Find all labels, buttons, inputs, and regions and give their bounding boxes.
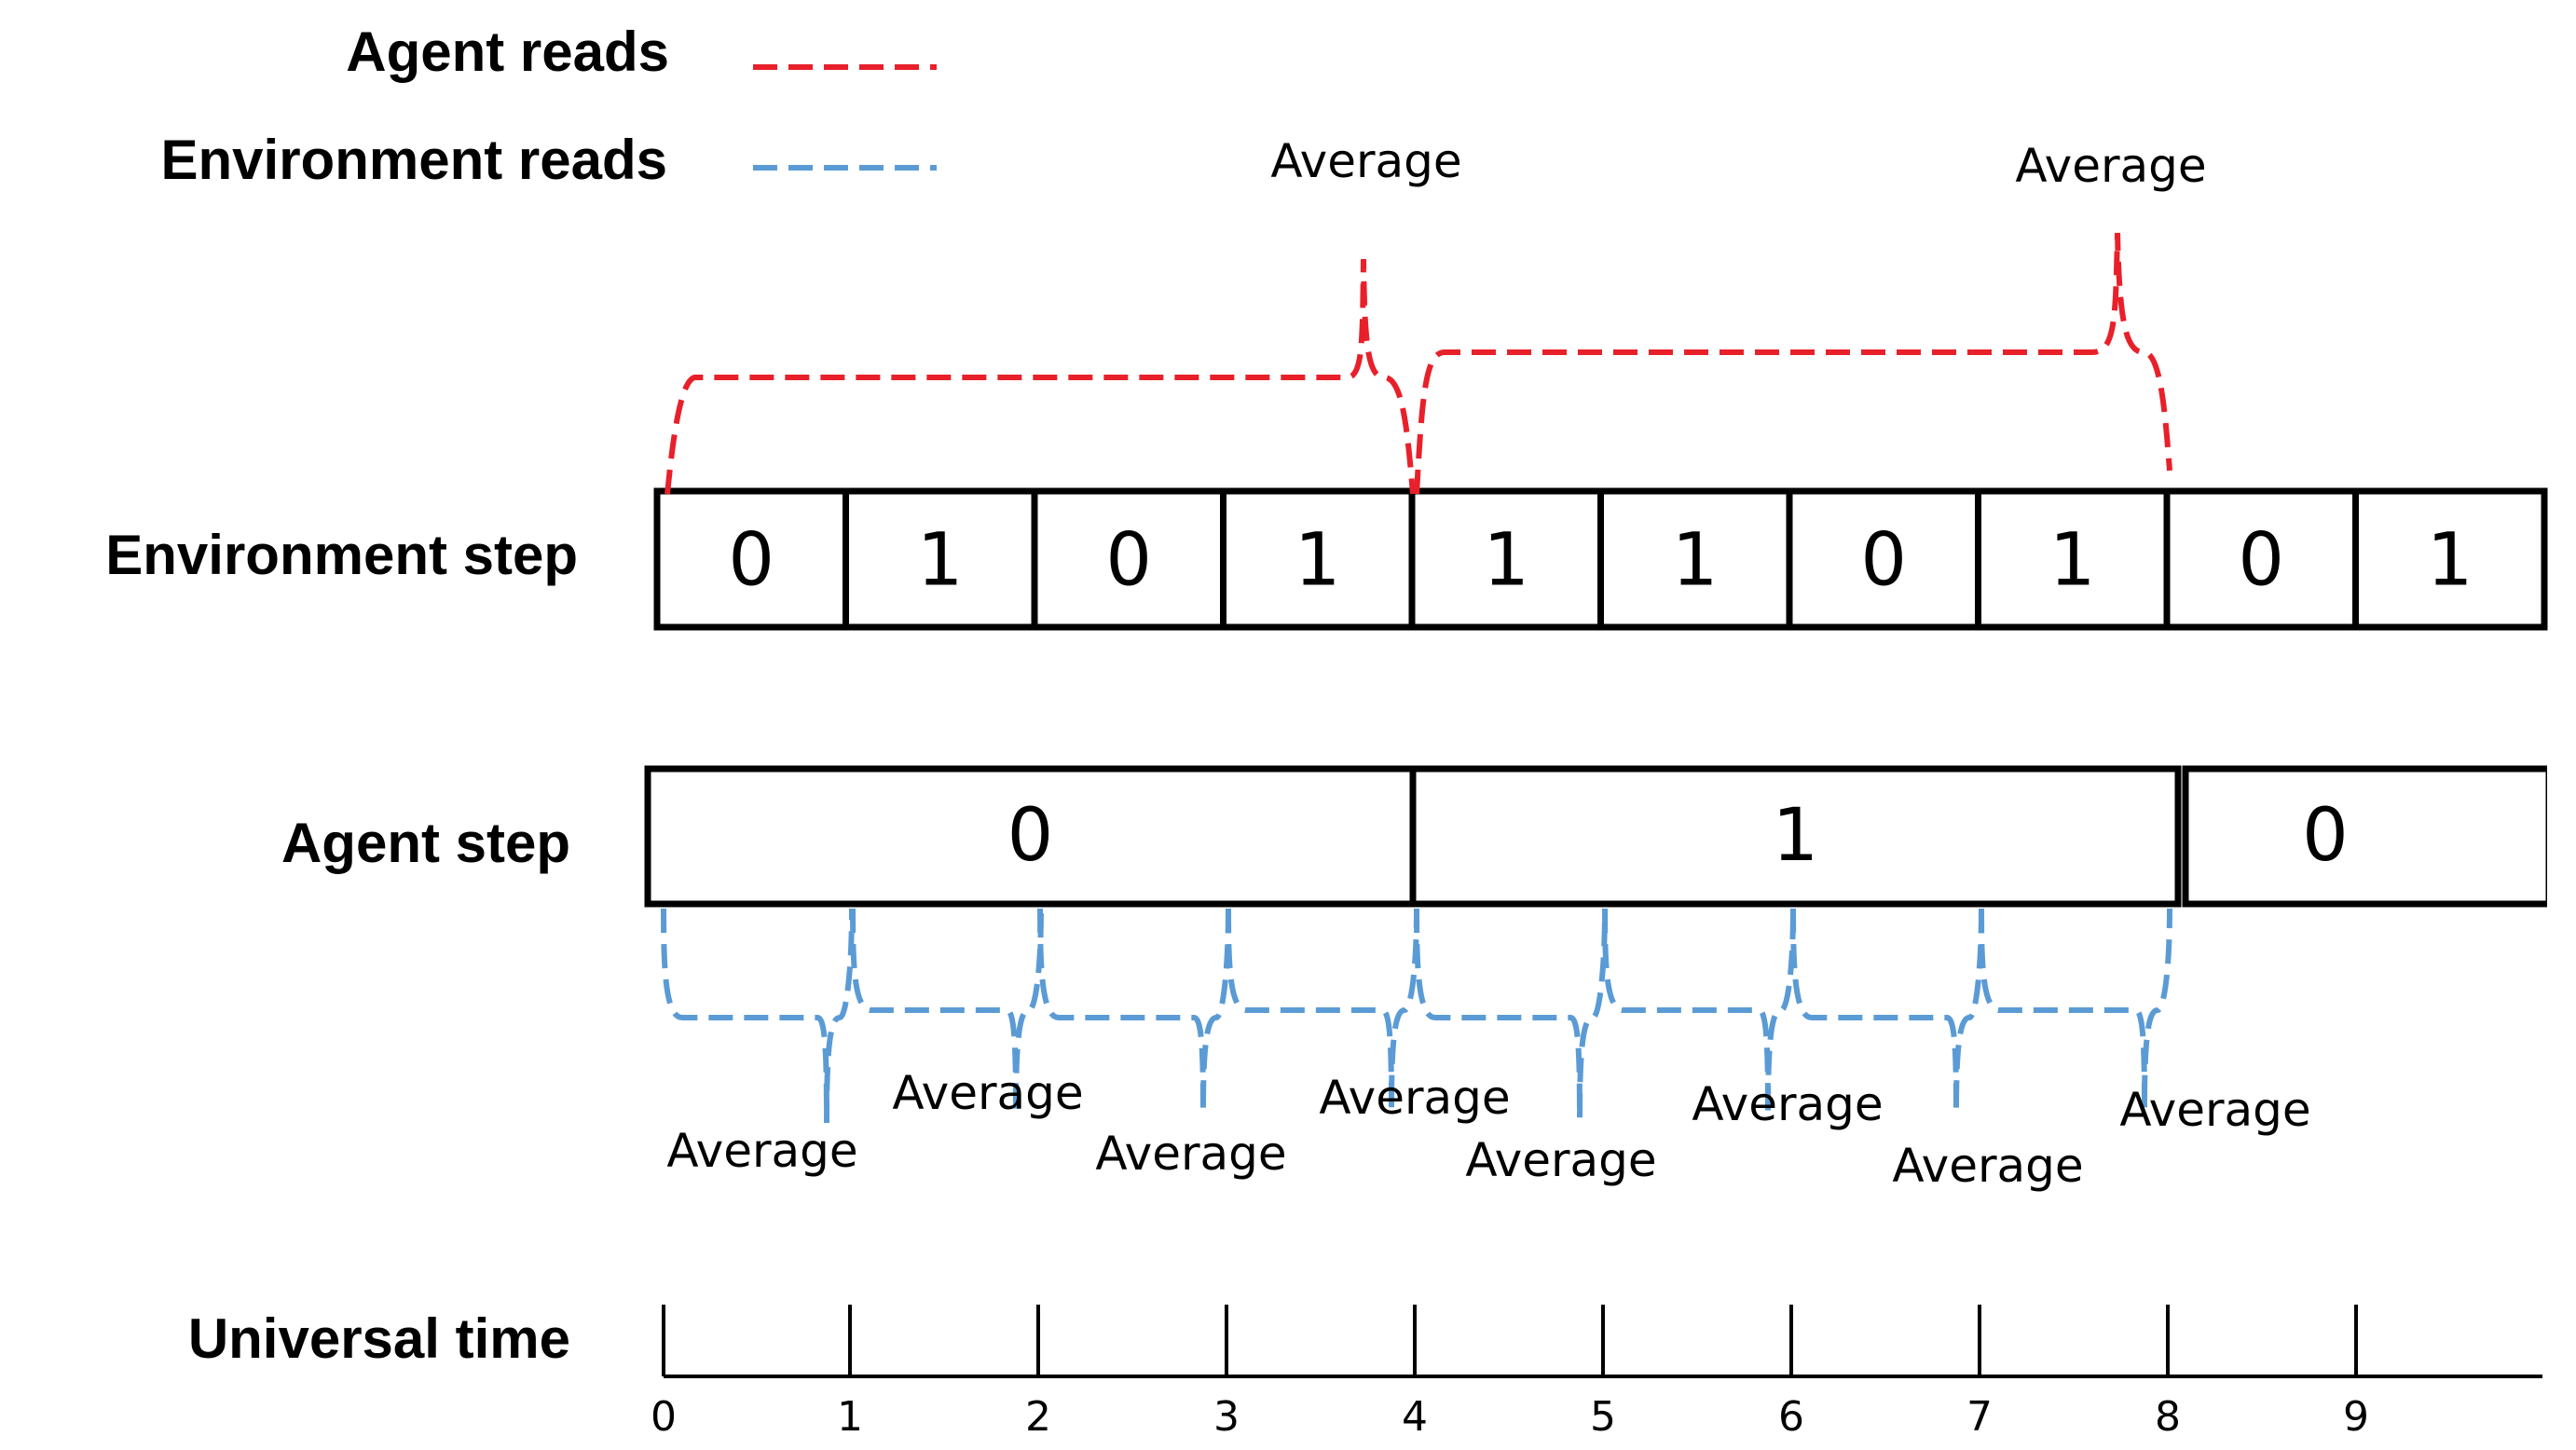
environment-step-value: 0: [1860, 518, 1907, 602]
environment-step-cell: [2352, 487, 2548, 631]
universal-time-label: Universal time: [188, 1307, 570, 1370]
agent-reads-braces: Average Average: [665, 134, 2207, 495]
time-tick-label: 2: [1025, 1393, 1051, 1441]
environment-read-average-label: Average: [1319, 1071, 1510, 1125]
environment-read-average-label: Average: [666, 1124, 857, 1178]
legend-environment-reads-label: Environment reads: [161, 129, 668, 191]
environment-read-brace: [1602, 908, 1796, 1115]
environment-step-cell: [1786, 487, 1981, 631]
environment-step-value: 0: [2238, 518, 2284, 602]
time-tick-label: 3: [1213, 1393, 1240, 1441]
agent-row-open-edge: [2547, 761, 2576, 911]
environment-reads-braces: [661, 908, 2172, 1124]
time-tick-label: 8: [2155, 1393, 2181, 1441]
environment-read-average-label: Average: [892, 1066, 1083, 1120]
time-tick-label: 9: [2343, 1393, 2369, 1441]
agent-step-cell: [644, 765, 1417, 908]
environment-read-brace: [1226, 908, 1419, 1110]
environment-step-cell: [1975, 487, 2171, 631]
agent-step-value: 0: [2302, 794, 2349, 878]
environment-read-brace: [661, 908, 855, 1124]
environment-step-value: 1: [917, 518, 964, 602]
environment-step-value: 0: [728, 518, 774, 602]
environment-read-average-label: Average: [1892, 1139, 2083, 1193]
environment-step-cell: [653, 487, 849, 631]
environment-step-value: 1: [2049, 518, 2096, 602]
environment-step-label: Environment step: [105, 524, 578, 586]
agent-read-brace: [665, 258, 1416, 495]
environment-read-brace: [1979, 908, 2172, 1110]
time-tick-label: 1: [837, 1393, 863, 1441]
environment-read-average-label: Average: [1095, 1127, 1286, 1181]
time-tick-label: 4: [1402, 1393, 1428, 1441]
environment-step-value: 1: [2427, 518, 2473, 602]
agent-read-average-label: Average: [1270, 134, 1461, 188]
environment-step-cell: [1597, 487, 1793, 631]
environment-step-value: 1: [1672, 518, 1719, 602]
agent-step-row: 0 1 0: [644, 761, 2576, 911]
environment-step-cell: [2163, 487, 2359, 631]
environment-read-brace: [850, 908, 1044, 1115]
environment-read-average-label: Average: [1465, 1133, 1656, 1187]
environment-step-value: 1: [1483, 518, 1529, 602]
environment-step-cell: [1408, 487, 1604, 631]
agent-read-average-label: Average: [2015, 139, 2206, 193]
environment-step-row: 0 1 0 1 1 1 0 1 0 1: [653, 487, 2548, 631]
agent-step-label: Agent step: [281, 812, 570, 874]
agent-step-cell: [1409, 765, 2182, 908]
agent-read-brace: [1414, 232, 2172, 495]
environment-read-brace: [1414, 908, 1608, 1119]
agent-step-cell: [2182, 765, 2553, 908]
environment-step-cell: [1220, 487, 1416, 631]
environment-step-cell: [843, 487, 1038, 631]
universal-time-axis: 0 1 2 3 4 5 6 7 8 9: [651, 1305, 2542, 1441]
time-tick-label: 5: [1590, 1393, 1616, 1441]
environment-average-labels: Average Average Average Average Average …: [666, 1066, 2310, 1193]
agent-step-value: 0: [1007, 794, 1054, 878]
agent-step-value: 1: [1773, 794, 1819, 878]
time-tick-label: 7: [1966, 1393, 1993, 1441]
environment-read-average-label: Average: [1692, 1077, 1883, 1131]
environment-step-value: 1: [1295, 518, 1341, 602]
legend-agent-reads-label: Agent reads: [346, 21, 669, 83]
environment-step-value: 0: [1105, 518, 1152, 602]
environment-read-average-label: Average: [2119, 1083, 2310, 1137]
time-tick-label: 0: [651, 1393, 677, 1441]
time-tick-label: 6: [1778, 1393, 1804, 1441]
